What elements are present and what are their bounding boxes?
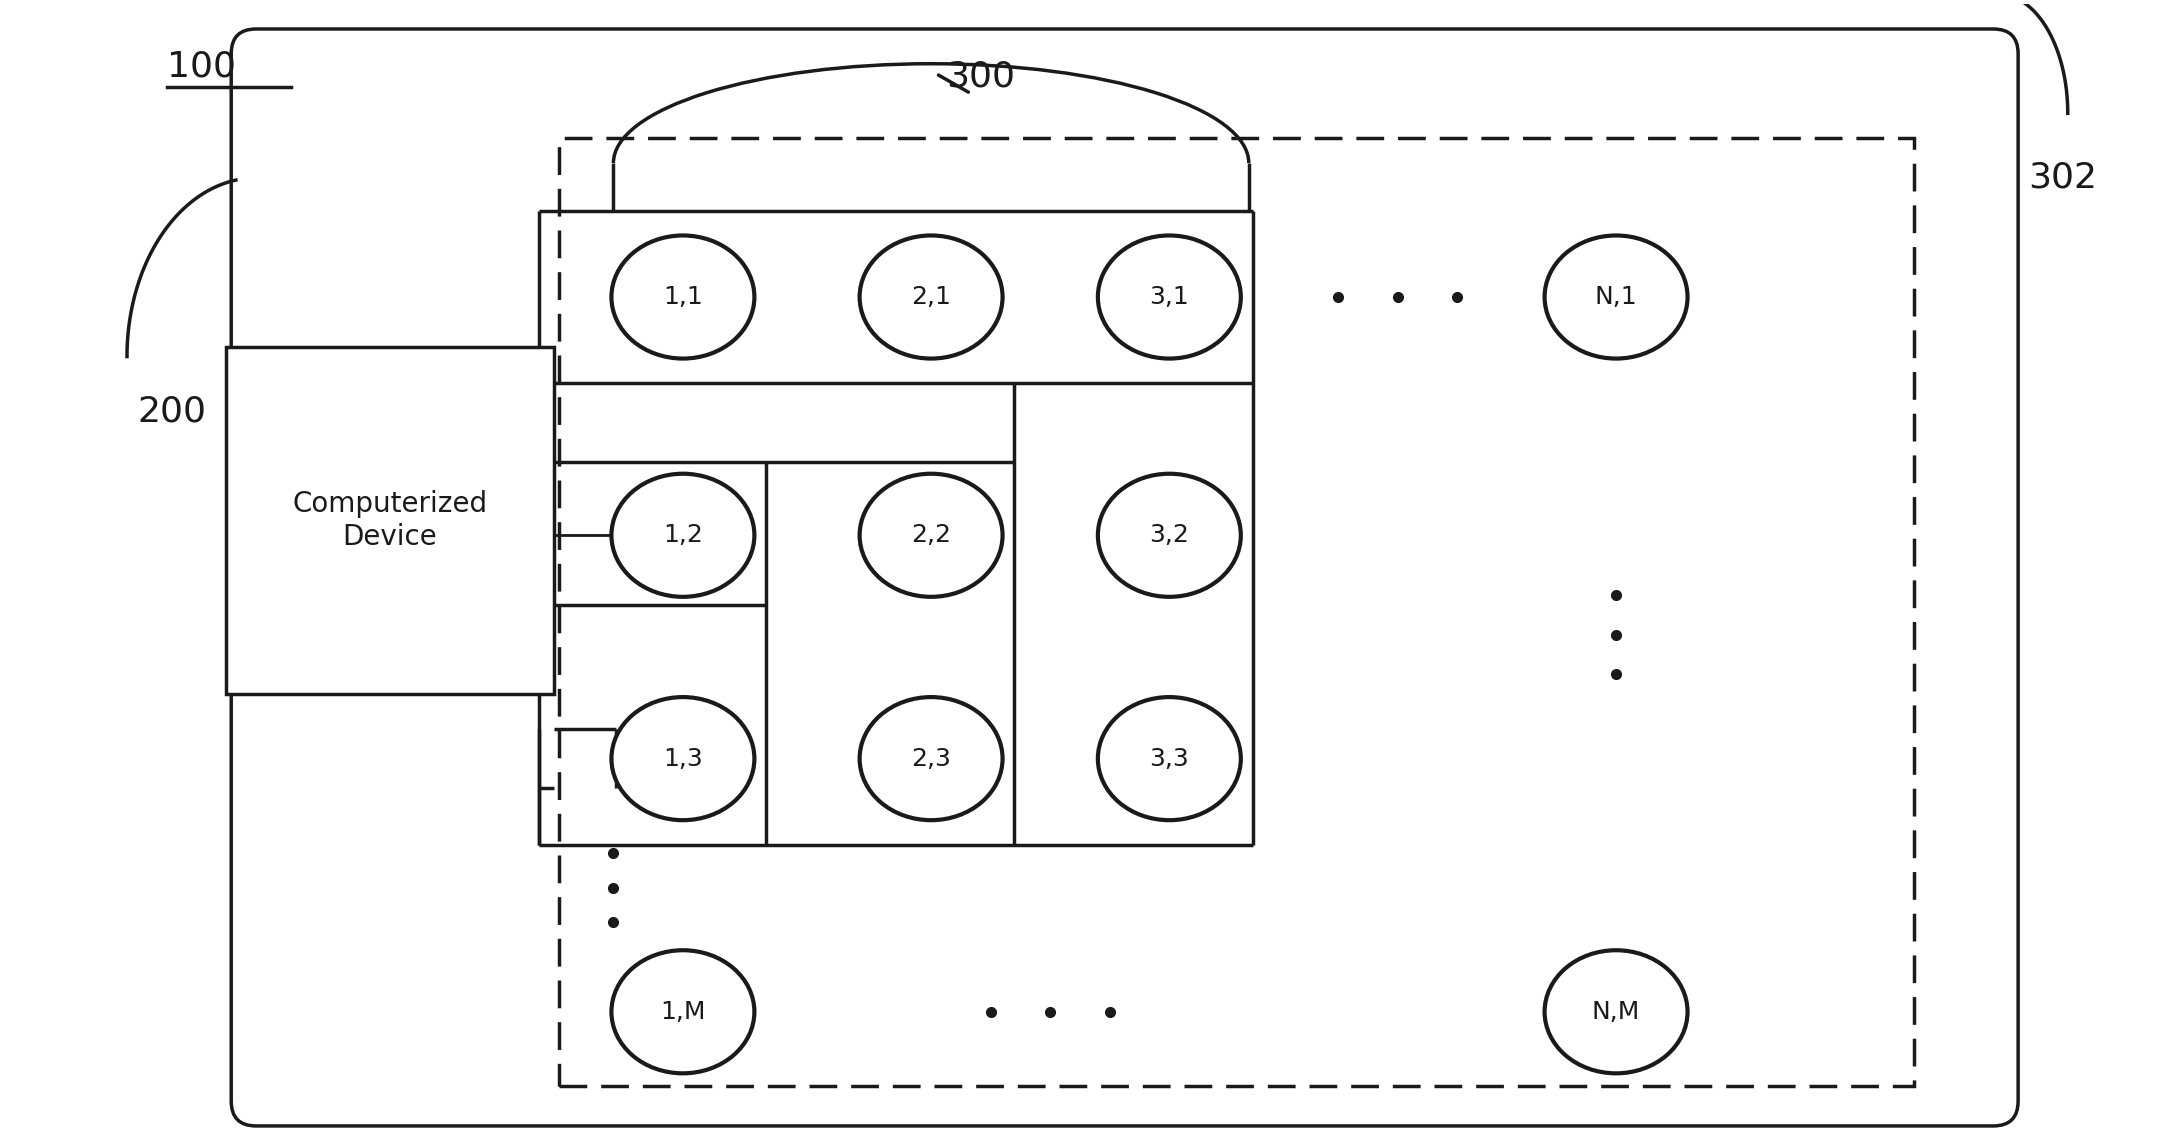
Ellipse shape xyxy=(1097,697,1240,820)
Ellipse shape xyxy=(1097,236,1240,358)
Text: 302: 302 xyxy=(2028,161,2097,195)
Text: 300: 300 xyxy=(946,60,1015,94)
Text: N,1: N,1 xyxy=(1594,285,1637,309)
Text: 3,1: 3,1 xyxy=(1149,285,1190,309)
Ellipse shape xyxy=(1544,950,1687,1073)
Text: 1,2: 1,2 xyxy=(663,523,702,547)
Text: N,M: N,M xyxy=(1592,1000,1639,1024)
Ellipse shape xyxy=(1544,236,1687,358)
Ellipse shape xyxy=(611,950,754,1073)
Ellipse shape xyxy=(611,697,754,820)
Text: 2,1: 2,1 xyxy=(912,285,950,309)
Text: 2,2: 2,2 xyxy=(912,523,950,547)
Text: 100: 100 xyxy=(166,49,235,84)
Bar xyxy=(227,347,553,694)
Text: 3,2: 3,2 xyxy=(1149,523,1190,547)
Text: 1,1: 1,1 xyxy=(663,285,702,309)
Ellipse shape xyxy=(860,474,1002,597)
Text: Computerized
Device: Computerized Device xyxy=(292,490,488,551)
Ellipse shape xyxy=(611,236,754,358)
Ellipse shape xyxy=(1097,474,1240,597)
Ellipse shape xyxy=(611,474,754,597)
Text: 1,M: 1,M xyxy=(661,1000,706,1024)
Ellipse shape xyxy=(860,697,1002,820)
Ellipse shape xyxy=(860,236,1002,358)
Text: 2,3: 2,3 xyxy=(912,747,950,771)
Text: 200: 200 xyxy=(136,394,205,428)
Text: 1,3: 1,3 xyxy=(663,747,702,771)
Text: 3,3: 3,3 xyxy=(1149,747,1190,771)
Bar xyxy=(559,139,1914,1087)
